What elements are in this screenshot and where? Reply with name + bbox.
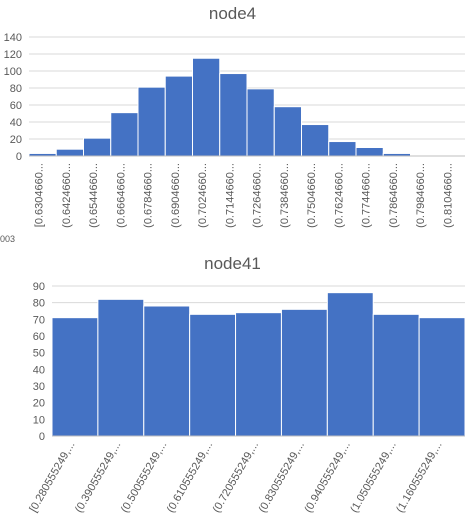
- histogram-bar: [137, 86, 166, 157]
- chart-title: node4: [208, 4, 257, 23]
- clipped-label-fragment: 003: [0, 234, 16, 244]
- histogram-bar: [51, 317, 99, 437]
- y-tick-label: 90: [33, 281, 45, 293]
- x-tick-label: (0.6424660...: [61, 163, 73, 228]
- x-tick-label: (0.390555249,...: [73, 440, 123, 515]
- x-tick-label: (0.8104660...: [442, 163, 454, 228]
- y-tick-label: 80: [10, 83, 22, 95]
- x-tick-label: (0.7864660...: [388, 163, 400, 228]
- y-tick-label: 0: [39, 431, 45, 443]
- histogram-bar: [83, 137, 112, 157]
- x-tick-label: [0.280555249,...: [27, 440, 77, 515]
- histogram-bar: [326, 292, 374, 437]
- y-tick-label: 80: [33, 298, 45, 310]
- x-tick-label: (0.7144660...: [224, 163, 236, 228]
- y-tick-label: 20: [10, 134, 22, 146]
- chart-title: node41: [204, 254, 261, 273]
- x-tick-label: (0.7024660...: [197, 163, 209, 228]
- y-tick-label: 120: [4, 49, 22, 61]
- x-tick-label: (0.6544660...: [88, 163, 100, 228]
- x-tick-label: (0.7744660...: [361, 163, 373, 228]
- x-tick-label: (0.6664660...: [115, 163, 127, 228]
- histogram-bar: [164, 75, 193, 157]
- histogram-bar: [55, 148, 84, 157]
- histogram-bar: [97, 298, 145, 437]
- histogram-bar: [301, 124, 330, 157]
- y-tick-label: 50: [33, 348, 45, 360]
- node4-histogram: node4 0 20 40 60 80 100 120 140 [0.6304660... (0.…: [0, 0, 465, 240]
- histogram-bar: [355, 147, 384, 157]
- node41-plot-area: 0 10 20 30 40 50 60 70 80 90 [0.280555249,...(0.39…: [27, 281, 465, 515]
- y-tick-label: 0: [16, 151, 22, 163]
- x-tick-label: (0.7384660...: [279, 163, 291, 228]
- x-tick-label: (1.050555249,...: [348, 440, 398, 515]
- histogram-bar: [110, 112, 139, 157]
- x-tick-label: (0.720555249,...: [211, 440, 261, 515]
- y-tick-label: 30: [33, 381, 45, 393]
- x-tick-label: (0.7624660...: [333, 163, 345, 228]
- x-tick-label: (0.500555249,...: [119, 440, 169, 515]
- histogram-bar: [143, 305, 191, 437]
- x-tick-label: (0.6904660...: [170, 163, 182, 228]
- histogram-bar: [273, 106, 302, 157]
- y-tick-label: 40: [10, 117, 22, 129]
- x-tick-label: (0.7264660...: [252, 163, 264, 228]
- x-tick-label: (0.830555249,...: [257, 440, 307, 515]
- histogram-bar: [280, 308, 328, 437]
- histogram-bar: [219, 73, 248, 157]
- histogram-bar: [235, 312, 282, 437]
- y-tick-label: 60: [33, 331, 45, 343]
- y-tick-label: 10: [33, 414, 45, 426]
- histogram-bar: [372, 313, 420, 437]
- histogram-bar: [328, 141, 357, 157]
- histogram-bar: [418, 317, 465, 437]
- histogram-bar: [192, 57, 221, 157]
- x-tick-label: [0.6304660...: [34, 163, 46, 227]
- y-tick-label: 100: [4, 66, 22, 78]
- node41-histogram: node41 0 10 20 30 40 50 60 70 80 90 [0.280555249,.…: [0, 248, 465, 531]
- y-tick-label: 70: [33, 314, 45, 326]
- x-tick-label: (0.6784660...: [143, 163, 155, 228]
- x-tick-label: (0.940555249,...: [302, 440, 352, 515]
- histogram-bar: [189, 313, 237, 437]
- x-tick-label: (0.7984660...: [415, 163, 427, 228]
- x-tick-label: (0.610555249,...: [165, 440, 215, 515]
- x-tick-label: (0.7504660...: [306, 163, 318, 228]
- y-tick-label: 20: [33, 398, 45, 410]
- y-tick-label: 140: [4, 32, 22, 44]
- y-tick-label: 40: [33, 364, 45, 376]
- x-tick-label: (1.160555249,...: [394, 440, 444, 515]
- y-tick-label: 60: [10, 100, 22, 112]
- histogram-bar: [246, 88, 275, 157]
- node4-plot-area: 0 20 40 60 80 100 120 140 [0.6304660... (0.642466…: [4, 32, 465, 228]
